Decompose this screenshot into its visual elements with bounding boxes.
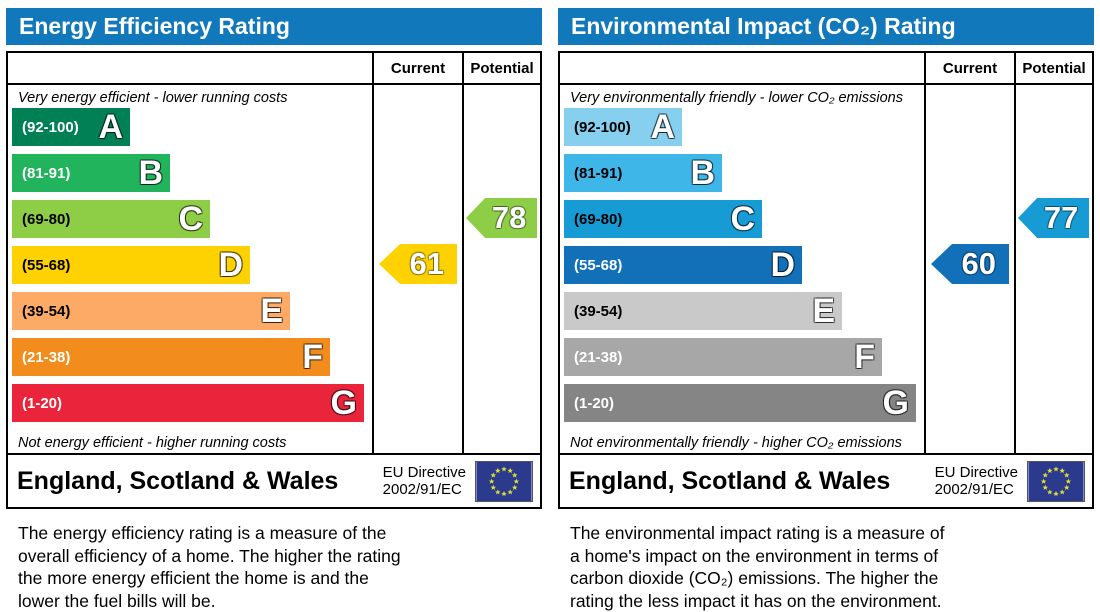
eu-directive-line1: EU Directive <box>934 464 1018 481</box>
band-range: (21-38) <box>22 348 71 366</box>
description-line: carbon dioxide (CO₂) emissions. The high… <box>570 568 939 588</box>
region-label: England, Scotland & Wales <box>17 466 339 495</box>
band-row-b: (81-91) B <box>12 154 170 192</box>
description-line: rating the less impact it has on the env… <box>570 590 942 611</box>
band-range: (39-54) <box>574 302 623 320</box>
band-letter: B <box>138 154 163 192</box>
band-row-f: (21-38) F <box>564 338 882 376</box>
band-range: (55-68) <box>574 256 623 274</box>
eu-directive-line2: 2002/91/EC <box>382 481 462 498</box>
panel-title: Environmental Impact (CO₂) Rating <box>558 8 1094 45</box>
band-range: (69-80) <box>22 210 71 228</box>
eu-flag-icon <box>475 460 533 502</box>
eu-flag-icon <box>1027 460 1085 502</box>
band-range: (1-20) <box>22 394 63 412</box>
eu-directive-label: EU Directive 2002/91/EC <box>935 464 1018 498</box>
description-line: The environmental impact rating is a mea… <box>570 523 945 543</box>
band-letter: A <box>98 108 123 146</box>
band-letter: C <box>178 200 203 238</box>
band-row-d: (55-68) D <box>12 246 250 284</box>
current-value-column: 60 <box>924 85 1014 453</box>
table-footer: England, Scotland & Wales EU Directive 2… <box>560 453 1092 507</box>
panel-title: Energy Efficiency Rating <box>6 8 542 45</box>
description-line: lower the fuel bills will be. <box>18 590 216 611</box>
panel-description: The environmental impact rating is a mea… <box>558 522 1094 612</box>
header-spacer <box>8 53 372 83</box>
band-letter: G <box>330 384 357 422</box>
region-label: England, Scotland & Wales <box>569 466 891 495</box>
bands-area: Very energy efficient - lower running co… <box>8 85 372 453</box>
band-letter: F <box>302 338 323 376</box>
band-row-a: (92-100) A <box>564 108 682 146</box>
potential-column-header: Potential <box>462 53 540 83</box>
band-row-b: (81-91) B <box>564 154 722 192</box>
band-range: (69-80) <box>574 210 623 228</box>
band-range: (39-54) <box>22 302 71 320</box>
band-range: (1-20) <box>574 394 615 412</box>
description-line: The energy efficiency rating is a measur… <box>18 523 387 543</box>
band-row-g: (1-20) G <box>564 384 916 422</box>
rating-table: Current Potential Very environmentally f… <box>558 51 1094 509</box>
header-spacer <box>560 53 924 83</box>
eu-directive-line1: EU Directive <box>382 464 466 481</box>
band-range: (81-91) <box>574 164 623 182</box>
band-row-f: (21-38) F <box>12 338 330 376</box>
current-value-column: 61 <box>372 85 462 453</box>
band-letter: A <box>650 108 675 146</box>
eu-directive-line2: 2002/91/EC <box>934 481 1014 498</box>
band-row-c: (69-80) C <box>564 200 762 238</box>
band-range: (55-68) <box>22 256 71 274</box>
band-letter: E <box>260 292 283 330</box>
rating-table: Current Potential Very energy efficient … <box>6 51 542 509</box>
environmental-impact-panel: Environmental Impact (CO₂) Rating Curren… <box>558 8 1094 612</box>
band-letter: C <box>730 200 755 238</box>
band-letter: G <box>882 384 909 422</box>
current-rating-arrow: 61 <box>379 244 457 284</box>
energy-efficiency-panel: Energy Efficiency Rating Current Potenti… <box>6 8 542 612</box>
panel-description: The energy efficiency rating is a measur… <box>6 522 542 612</box>
table-header-row: Current Potential <box>560 53 1092 85</box>
band-letter: D <box>218 246 243 284</box>
top-caption: Very environmentally friendly - lower CO… <box>570 90 903 106</box>
band-letter: D <box>770 246 795 284</box>
potential-column-header: Potential <box>1014 53 1092 83</box>
potential-rating-arrow: 77 <box>1018 198 1089 238</box>
table-footer: England, Scotland & Wales EU Directive 2… <box>8 453 540 507</box>
top-caption: Very energy efficient - lower running co… <box>18 90 288 106</box>
band-row-d: (55-68) D <box>564 246 802 284</box>
description-line: overall efficiency of a home. The higher… <box>18 545 401 566</box>
potential-value-column: 77 <box>1014 85 1092 453</box>
current-rating-arrow: 60 <box>931 244 1009 284</box>
description-line: a home's impact on the environment in te… <box>570 545 939 566</box>
band-row-e: (39-54) E <box>12 292 290 330</box>
band-row-g: (1-20) G <box>12 384 364 422</box>
table-header-row: Current Potential <box>8 53 540 85</box>
band-row-e: (39-54) E <box>564 292 842 330</box>
table-body: Very energy efficient - lower running co… <box>8 85 540 453</box>
bottom-caption: Not energy efficient - higher running co… <box>18 435 287 451</box>
current-column-header: Current <box>372 53 462 83</box>
band-range: (92-100) <box>22 118 79 136</box>
eu-directive-label: EU Directive 2002/91/EC <box>383 464 466 498</box>
band-row-c: (69-80) C <box>12 200 210 238</box>
band-range: (81-91) <box>22 164 71 182</box>
potential-rating-arrow: 78 <box>466 198 537 238</box>
current-column-header: Current <box>924 53 1014 83</box>
band-letter: F <box>854 338 875 376</box>
band-row-a: (92-100) A <box>12 108 130 146</box>
band-range: (92-100) <box>574 118 631 136</box>
band-range: (21-38) <box>574 348 623 366</box>
bands-area: Very environmentally friendly - lower CO… <box>560 85 924 453</box>
band-letter: E <box>812 292 835 330</box>
bottom-caption: Not environmentally friendly - higher CO… <box>570 435 902 451</box>
band-letter: B <box>690 154 715 192</box>
description-line: the more energy efficient the home is an… <box>18 568 369 588</box>
table-body: Very environmentally friendly - lower CO… <box>560 85 1092 453</box>
potential-value-column: 78 <box>462 85 540 453</box>
